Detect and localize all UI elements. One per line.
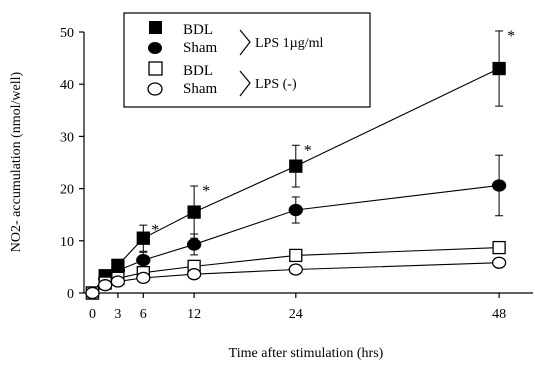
y-axis-label: NO2- accumulation (nmol/well) — [9, 71, 24, 252]
data-point — [186, 238, 202, 251]
y-tick-label: 0 — [67, 287, 74, 302]
data-point — [288, 263, 303, 276]
x-tick-label: 48 — [492, 307, 506, 322]
data-point — [491, 179, 507, 192]
data-point — [492, 61, 506, 76]
data-point — [110, 275, 126, 288]
legend-box — [123, 12, 371, 108]
significance-marker: * — [304, 142, 312, 159]
data-point — [289, 248, 303, 263]
x-tick-label: 24 — [289, 307, 303, 322]
legend-marker-sham-nolps — [147, 82, 163, 96]
data-point — [288, 203, 303, 217]
y-tick-label: 30 — [60, 130, 74, 145]
x-tick-label: 6 — [140, 307, 147, 322]
legend-marker-sham-lps — [148, 42, 162, 54]
legend-group-label-nolps: LPS (-) — [255, 77, 297, 92]
axes — [83, 32, 533, 294]
x-tick-label: 12 — [187, 307, 201, 322]
legend-marker-bdl-nolps — [148, 61, 163, 76]
data-point — [289, 159, 303, 173]
legend-marker-bdl-lps — [149, 21, 162, 34]
y-ticks: 0 10 20 30 40 50 — [60, 26, 84, 302]
series-layer: * * * * — [85, 28, 515, 300]
legend-bracket-lps — [239, 29, 251, 56]
legend-group-label-lps: LPS 1µg/ml — [255, 36, 323, 51]
series-3 — [85, 256, 507, 300]
y-tick-label: 50 — [60, 26, 74, 41]
significance-marker: * — [202, 183, 210, 200]
legend-label-bdl-nolps: BDL — [183, 63, 213, 79]
legend-label-sham-nolps: Sham — [183, 81, 218, 97]
x-tick-label: 3 — [114, 307, 121, 322]
legend-bracket-nolps — [239, 70, 251, 97]
data-point — [187, 205, 201, 219]
data-point — [136, 253, 151, 267]
significance-marker: * — [507, 28, 515, 45]
legend: BDL Sham LPS 1µg/ml BDL Sham LPS (-) — [123, 12, 371, 108]
data-point — [492, 240, 506, 255]
data-point — [136, 271, 151, 285]
data-point — [98, 279, 113, 292]
significance-marker: * — [151, 222, 159, 239]
x-ticks: 0 3 6 12 24 48 — [89, 293, 506, 322]
legend-label-bdl-lps: BDL — [183, 22, 213, 38]
y-tick-label: 40 — [60, 78, 74, 93]
data-point — [85, 286, 100, 300]
x-axis-label: Time after stimulation (hrs) — [229, 346, 384, 361]
x-tick-label: 0 — [89, 307, 96, 322]
data-point — [136, 231, 150, 245]
y-tick-label: 20 — [60, 183, 74, 198]
y-tick-label: 10 — [60, 235, 74, 250]
data-point — [491, 256, 507, 269]
data-point — [186, 268, 202, 281]
legend-label-sham-lps: Sham — [183, 40, 218, 56]
